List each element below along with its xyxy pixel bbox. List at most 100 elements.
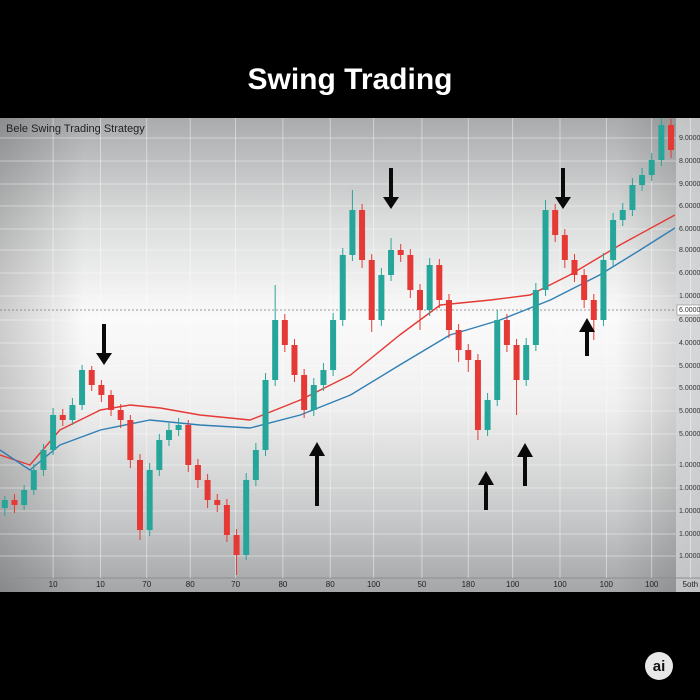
- x-tick-label: 50: [417, 580, 426, 589]
- annotation-arrows: [96, 168, 595, 510]
- chart-panel-shade: [0, 118, 700, 592]
- candle-body: [465, 350, 472, 360]
- candle-body: [98, 385, 105, 395]
- candle-body: [291, 345, 298, 375]
- candle-body: [426, 265, 433, 310]
- x-tick-label: 80: [186, 580, 195, 589]
- candle-body: [571, 260, 578, 275]
- candle-body: [185, 425, 192, 465]
- y-tick-label: 1.0000: [679, 293, 700, 300]
- candle-body: [272, 320, 279, 380]
- up-arrow: [309, 442, 325, 506]
- x-tick-label: 100: [506, 580, 520, 589]
- candle-body: [11, 500, 18, 505]
- candle-body: [648, 160, 655, 175]
- candle-body: [581, 275, 588, 300]
- y-tick-label: 4.0000: [679, 340, 700, 347]
- candle-body: [639, 175, 646, 185]
- candle-body: [21, 490, 28, 505]
- candle-body: [368, 260, 375, 320]
- candle-body: [204, 480, 211, 500]
- candle-body: [417, 290, 423, 310]
- candle-body: [50, 415, 57, 450]
- candle-body: [165, 430, 172, 440]
- y-tick-label: 5.0000: [679, 431, 700, 438]
- candle-body: [30, 470, 37, 490]
- candle-body: [552, 210, 559, 235]
- candle-body: [223, 505, 230, 535]
- candle-body: [542, 210, 549, 290]
- candle-body: [59, 415, 66, 420]
- candle-body: [600, 260, 607, 320]
- candle-body: [397, 250, 404, 255]
- y-tick-label: 8.0000: [679, 158, 700, 165]
- candle-body: [339, 255, 346, 320]
- y-tick-label: 5.0000: [679, 363, 700, 370]
- y-tick-label: 6.0000: [679, 203, 700, 210]
- up-arrow: [579, 318, 595, 356]
- price-axis-panel: [676, 118, 700, 592]
- y-tick-label: 9.0000: [679, 135, 700, 142]
- candle-body: [484, 400, 491, 430]
- candle-body: [445, 300, 452, 330]
- candle-body: [629, 185, 636, 210]
- x-tick-label: 70: [142, 580, 151, 589]
- y-tick-label: 5.0000: [679, 408, 700, 415]
- y-tick-label: 5.0000: [679, 385, 700, 392]
- candle-body: [532, 290, 539, 345]
- x-tick-label: 10: [96, 580, 105, 589]
- down-arrow: [96, 324, 112, 365]
- x-tick-label: 80: [278, 580, 287, 589]
- candle-body: [146, 470, 153, 530]
- chart-title: Swing Trading: [247, 63, 452, 96]
- candle-body: [388, 250, 395, 275]
- candle-body: [658, 125, 665, 160]
- candle-body: [175, 425, 182, 430]
- candle-body: [233, 535, 240, 555]
- candle-body: [214, 500, 221, 505]
- candle-body: [455, 330, 462, 350]
- price-line-box: [676, 304, 700, 316]
- y-tick-label: 1.0000: [679, 508, 700, 515]
- down-arrow: [555, 168, 571, 209]
- y-tick-label: 6.0000: [679, 270, 700, 277]
- y-tick-label: 1.0000: [679, 462, 700, 469]
- down-arrow: [383, 168, 399, 209]
- candle-body: [494, 320, 501, 400]
- up-arrow: [478, 471, 494, 510]
- candle-body: [310, 385, 317, 410]
- candle-body: [127, 420, 134, 460]
- candle-body: [252, 450, 259, 480]
- x-tick-label: 180: [462, 580, 476, 589]
- up-arrow: [517, 443, 533, 486]
- candle-body: [330, 320, 337, 370]
- axis-labels: 9.0000 8.0000 9.0000 6.0000 6.0000 8.0000 6.00…: [49, 135, 700, 589]
- x-tick-label: 100: [600, 580, 614, 589]
- candle-body: [108, 395, 115, 410]
- moving-average-line: [0, 227, 676, 471]
- candle-body: [561, 235, 568, 260]
- candle-body: [474, 360, 481, 430]
- candle-body: [117, 410, 124, 420]
- price-line-label: 6.0000: [679, 307, 700, 314]
- plot-area: [0, 118, 676, 575]
- candle-body: [301, 375, 308, 410]
- candle-body: [407, 255, 414, 290]
- candle-body: [262, 380, 269, 450]
- chart-subtitle: Bele Swing Trading Strategy: [6, 123, 145, 135]
- candle-body: [436, 265, 443, 300]
- x-tick-label: 80: [326, 580, 335, 589]
- x-tick-label: 5oth: [683, 580, 699, 589]
- candle-body: [378, 275, 385, 320]
- candle-body: [194, 465, 201, 480]
- y-tick-label: 1.0000: [679, 531, 700, 538]
- candle-body: [156, 440, 163, 470]
- x-tick-label: 10: [49, 580, 58, 589]
- y-tick-label: 8.0000: [679, 247, 700, 254]
- candle-body: [1, 500, 8, 508]
- candle-body: [40, 450, 47, 470]
- x-tick-label: 100: [553, 580, 567, 589]
- y-tick-label: 1.0000: [679, 485, 700, 492]
- candle-body: [320, 370, 327, 385]
